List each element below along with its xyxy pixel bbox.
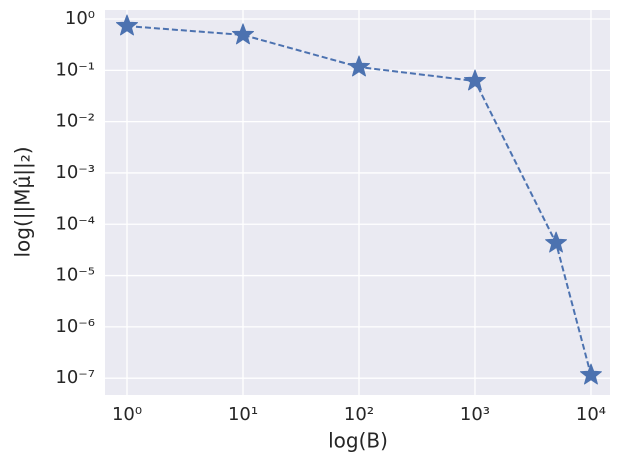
y-tick-label: 10⁻⁴ (55, 213, 95, 234)
x-tick-label: 10⁰ (112, 404, 142, 425)
x-tick-label: 10¹ (228, 404, 258, 425)
star-marker (464, 69, 486, 91)
y-tick-label: 10⁰ (65, 8, 95, 29)
x-tick-label: 10² (344, 404, 374, 425)
star-marker (545, 231, 567, 253)
y-tick-label: 10⁻⁵ (55, 265, 95, 286)
star-marker (348, 55, 370, 77)
y-axis-label: log(||Mμ̂||₂) (11, 146, 35, 257)
x-tick-label: 10³ (460, 404, 490, 425)
y-tick-label: 10⁻¹ (55, 59, 95, 80)
y-tick-label: 10⁻² (55, 111, 95, 132)
y-tick-label: 10⁻³ (55, 162, 95, 183)
plot-area (105, 10, 610, 395)
y-tick-label: 10⁻⁶ (55, 316, 95, 337)
star-marker (116, 14, 138, 36)
x-tick-label: 10⁴ (576, 404, 606, 425)
star-marker (232, 23, 254, 45)
y-tick-label: 10⁻⁷ (55, 367, 95, 388)
x-axis-label: log(B) (328, 429, 388, 453)
star-marker (580, 363, 602, 385)
